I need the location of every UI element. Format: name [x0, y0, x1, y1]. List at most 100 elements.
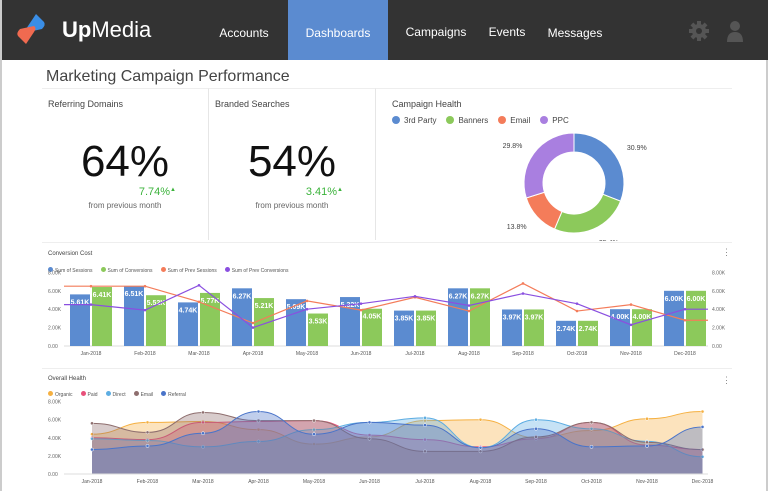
legend-item[interactable]: PPC	[540, 116, 569, 125]
donut-slice-ppc	[523, 132, 575, 199]
bar-data-label: 6.27K	[449, 293, 468, 300]
legend-item[interactable]: Paid	[80, 391, 98, 398]
legend-item[interactable]: Email	[133, 391, 154, 398]
line-point	[197, 300, 201, 304]
bar-data-label: 5.61K	[71, 299, 90, 306]
arrow-up-icon: ▲	[337, 187, 343, 193]
kpi-change: 7.74%▲	[139, 186, 176, 198]
area-point	[201, 410, 205, 415]
area-point	[423, 449, 427, 454]
legend-item[interactable]: 3rd Party	[392, 116, 436, 125]
area-point	[145, 444, 150, 448]
top-navbar: UpMedia Accounts Dashboards Campaigns Ev…	[2, 0, 768, 60]
gear-icon[interactable]	[688, 20, 710, 42]
line-point	[251, 321, 255, 325]
area-point	[534, 435, 538, 439]
legend-label: Referral	[168, 392, 186, 398]
bar-data-label: 4.74K	[179, 307, 198, 314]
legend-item[interactable]: Referral	[161, 391, 186, 398]
chart-title: Overall Health	[48, 376, 87, 382]
legend-item[interactable]: Sum of Sessions	[48, 267, 93, 274]
brand-bold: Up	[62, 17, 92, 42]
line-point	[359, 308, 363, 312]
area-point	[700, 409, 705, 414]
area-point	[423, 437, 427, 442]
bar-sessions	[556, 320, 576, 346]
area-point	[256, 409, 261, 414]
user-icon[interactable]	[724, 20, 746, 42]
line-point	[89, 284, 93, 288]
legend-swatch	[100, 267, 106, 272]
y2-tick-label: 8.00K	[712, 270, 726, 276]
donut-slice-banners	[553, 193, 622, 234]
y-tick-label: 2.00K	[48, 454, 62, 460]
donut-data-label: 25.4%	[599, 240, 619, 241]
bar-sessions	[664, 290, 684, 346]
more-options-icon[interactable]: ⋮	[722, 375, 731, 385]
bar-data-label: 3.97K	[525, 314, 544, 321]
line-point	[143, 308, 147, 312]
nav-messages[interactable]: Messages	[547, 26, 603, 40]
nav-accounts[interactable]: Accounts	[219, 26, 269, 40]
x-tick-label: Aug-2018	[470, 479, 492, 485]
area-point	[367, 420, 372, 425]
legend-item[interactable]: Email	[498, 116, 530, 125]
bar-sessions	[70, 294, 90, 346]
bar-data-label: 2.74K	[579, 326, 598, 333]
line-point	[683, 307, 687, 311]
brand-name[interactable]: UpMedia	[62, 17, 151, 43]
line-sum-of-prev-sessions	[64, 282, 708, 324]
legend-label: Paid	[87, 392, 98, 398]
chart-title: Conversion Cost	[48, 251, 93, 257]
bar-sessions	[502, 309, 522, 346]
y-tick-label: 4.00K	[48, 436, 62, 442]
line-point	[467, 309, 471, 313]
area-point	[700, 425, 705, 429]
donut-data-label: 29.8%	[503, 143, 523, 150]
area-point	[645, 440, 649, 445]
legend-item[interactable]: Organic	[48, 391, 73, 398]
bar-data-label: 3.85K	[417, 316, 436, 323]
legend-item[interactable]: Sum of Prev Sessions	[160, 267, 217, 274]
bar-data-label: 4.00K	[633, 314, 652, 321]
area-point	[534, 426, 538, 431]
bar-data-label: 6.27K	[233, 293, 252, 300]
bar-data-label: 5.21K	[255, 303, 274, 310]
legend-item[interactable]: Banners	[446, 116, 488, 125]
area-point	[312, 442, 316, 446]
line-point	[359, 302, 363, 305]
area-point	[478, 445, 483, 450]
legend-item[interactable]: Sum of Conversions	[100, 267, 153, 274]
bar-conversions	[254, 298, 274, 346]
legend-label: Email	[140, 392, 154, 398]
nav-campaigns[interactable]: Campaigns	[405, 25, 467, 39]
legend-swatch	[540, 116, 549, 124]
legend-label: Organic	[55, 392, 73, 398]
area-point	[367, 433, 372, 437]
more-options-icon[interactable]: ⋮	[722, 247, 731, 257]
legend-swatch	[498, 116, 507, 124]
y-tick-label: 4.00K	[48, 307, 62, 313]
chart-title: Campaign Health	[392, 99, 462, 109]
bar-conversions	[578, 320, 598, 346]
legend-swatch	[160, 267, 166, 272]
nav-events[interactable]: Events	[488, 25, 526, 39]
nav-dashboards[interactable]: Dashboards	[288, 0, 388, 60]
area-point	[589, 445, 594, 449]
area-paid	[92, 420, 703, 474]
x-tick-label: Dec-2018	[692, 479, 714, 485]
bar-data-label: 5.77K	[201, 298, 220, 305]
bar-data-label: 3.97K	[503, 314, 522, 321]
area-referral	[92, 411, 703, 474]
legend-item[interactable]: Sum of Prev Conversions	[224, 267, 288, 274]
area-point	[256, 427, 261, 432]
x-tick-label: Dec-2018	[674, 351, 696, 357]
area-point	[256, 439, 261, 444]
area-point	[145, 430, 150, 435]
y2-tick-label: 6.00K	[712, 289, 726, 295]
legend-swatch	[392, 116, 400, 124]
area-point	[90, 436, 94, 441]
bar-sessions	[178, 302, 198, 346]
bar-conversions	[524, 309, 544, 346]
legend-item[interactable]: Direct	[105, 391, 126, 398]
